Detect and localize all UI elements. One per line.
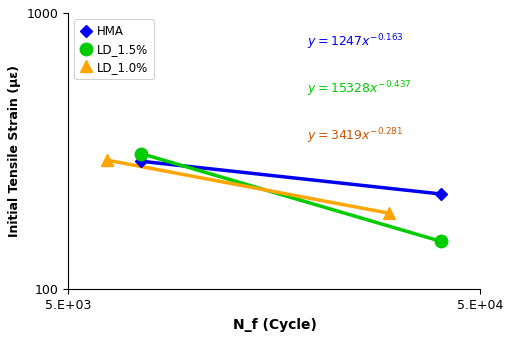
LD_1.0% — [386, 211, 392, 215]
HMA — [138, 159, 144, 163]
Text: $y = 15328x^{-0.437}$: $y = 15328x^{-0.437}$ — [307, 80, 412, 99]
LD_1.0% — [104, 158, 110, 162]
Line: HMA: HMA — [137, 157, 445, 198]
Text: $y = 3419x^{-0.281}$: $y = 3419x^{-0.281}$ — [307, 126, 403, 146]
Legend: HMA, LD_1.5%, LD_1.0%: HMA, LD_1.5%, LD_1.0% — [74, 19, 154, 80]
LD_1.5% — [138, 152, 144, 156]
Line: LD_1.5%: LD_1.5% — [135, 147, 447, 248]
HMA — [437, 192, 443, 196]
Y-axis label: Initial Tensile Strain (με): Initial Tensile Strain (με) — [8, 65, 22, 237]
X-axis label: N_f (Cycle): N_f (Cycle) — [232, 318, 316, 332]
Line: LD_1.0%: LD_1.0% — [101, 155, 395, 219]
LD_1.5% — [437, 239, 443, 243]
Text: $y = 1247x^{-0.163}$: $y = 1247x^{-0.163}$ — [307, 33, 404, 52]
